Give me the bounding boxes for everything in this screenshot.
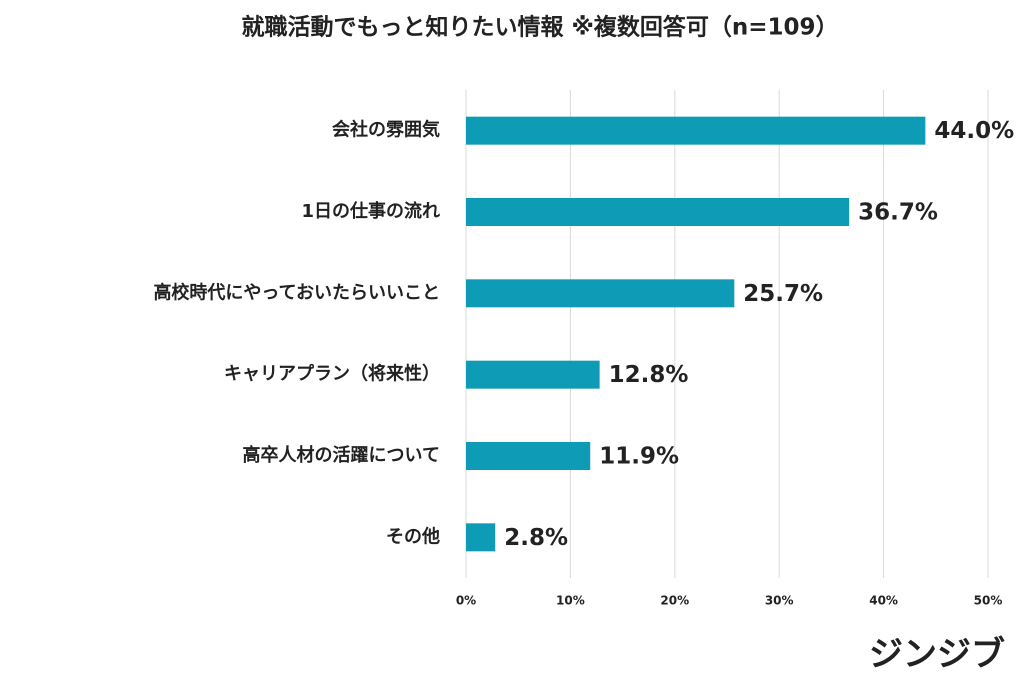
x-tick-label: 10% <box>556 594 585 608</box>
y-tick-label: 1日の仕事の流れ <box>301 200 440 222</box>
bar <box>466 198 850 226</box>
value-label: 2.8% <box>504 525 568 551</box>
value-label: 12.8% <box>609 362 689 388</box>
y-tick-label: 会社の雰囲気 <box>332 119 440 141</box>
x-tick-label: 50% <box>974 594 1003 608</box>
value-label: 44.0% <box>934 118 1014 144</box>
y-tick-label: その他 <box>386 525 440 547</box>
value-label: 36.7% <box>858 200 938 226</box>
chart-title: 就職活動でもっと知りたい情報 ※複数回答可（n=109） <box>241 14 838 41</box>
y-tick-label: 高卒人材の活躍について <box>243 444 440 466</box>
bar <box>466 360 600 389</box>
bar <box>466 279 735 308</box>
bar <box>466 442 591 470</box>
value-label: 11.9% <box>599 444 679 470</box>
x-tick-label: 40% <box>869 594 898 608</box>
bar <box>466 116 926 145</box>
y-tick-label: キャリアプラン（将来性） <box>224 363 440 385</box>
brand-logo: ジンジブ <box>869 635 1005 675</box>
x-tick-label: 0% <box>456 594 476 608</box>
x-tick-label: 30% <box>765 594 794 608</box>
bar <box>466 523 496 552</box>
x-tick-label: 20% <box>660 594 689 608</box>
value-label: 25.7% <box>743 281 823 307</box>
y-tick-label: 高校時代にやっておいたらいいこと <box>153 281 440 303</box>
